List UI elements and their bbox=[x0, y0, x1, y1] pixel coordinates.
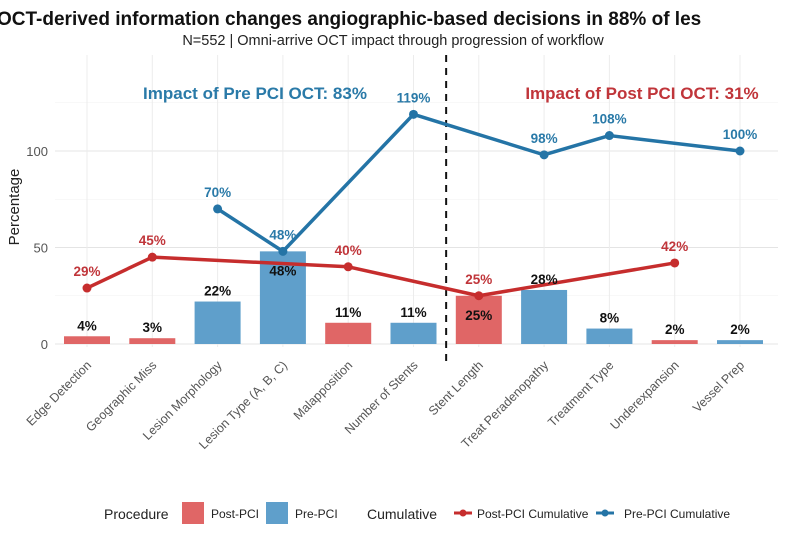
bar-value-label: 25% bbox=[465, 308, 492, 323]
annotation-pre: Impact of Pre PCI OCT: 83% bbox=[143, 84, 367, 103]
cumulative-value-label: 29% bbox=[73, 264, 100, 279]
legend-label-post-cumulative: Post-PCI Cumulative bbox=[477, 507, 589, 521]
x-tick-label: Underexpansion bbox=[608, 358, 682, 432]
legend-point-pre-cumulative bbox=[601, 509, 609, 517]
x-tick-label: Treatment Type bbox=[545, 358, 616, 429]
series-line-pre-cumulative bbox=[216, 112, 741, 254]
bar-pre-pci bbox=[259, 251, 306, 344]
legend-label-pre-pci: Pre-PCI bbox=[295, 507, 338, 521]
cumulative-value-label: 119% bbox=[397, 90, 431, 105]
bar-value-label: 11% bbox=[335, 305, 361, 320]
bar-value-label: 8% bbox=[600, 311, 620, 326]
chart-title: OCT-derived information changes angiogra… bbox=[0, 9, 701, 30]
chart-subtitle: N=552 | Omni-arrive OCT impact through p… bbox=[182, 33, 604, 49]
bar-value-label: 2% bbox=[730, 322, 750, 337]
bar-pre-pci bbox=[586, 328, 633, 344]
bar-pre-pci bbox=[521, 289, 568, 344]
lines bbox=[82, 55, 745, 362]
series-point bbox=[82, 283, 92, 293]
legend-point-post-cumulative bbox=[459, 509, 467, 517]
series-point bbox=[539, 150, 549, 160]
legend-swatch-post-pci bbox=[182, 502, 204, 524]
bar-value-label: 2% bbox=[665, 322, 685, 337]
bar-value-label: 22% bbox=[204, 284, 231, 299]
legend-procedure-title: Procedure bbox=[104, 506, 169, 522]
legend-label-post-pci: Post-PCI bbox=[211, 507, 259, 521]
bar-post-pci bbox=[325, 322, 372, 344]
labels: 4% 3% 22% 48% 11% 11% 25% 28% 8% 2% 2% 29% 45% 40% 25%… bbox=[73, 90, 757, 337]
x-tick-label: Vessel Prep bbox=[690, 358, 747, 415]
cumulative-value-label: 25% bbox=[465, 272, 492, 287]
legend-swatch-pre-pci bbox=[266, 502, 288, 524]
cumulative-value-label: 40% bbox=[335, 243, 362, 258]
y-tick-label: 100 bbox=[26, 144, 48, 159]
cumulative-value-label: 98% bbox=[531, 131, 558, 146]
bars bbox=[64, 251, 763, 344]
cumulative-value-label: 42% bbox=[661, 239, 688, 254]
series-point bbox=[474, 291, 484, 301]
cumulative-value-label: 108% bbox=[592, 112, 627, 127]
annotation-post: Impact of Post PCI OCT: 31% bbox=[525, 84, 758, 103]
cumulative-value-label: 70% bbox=[204, 185, 231, 200]
series-point bbox=[735, 146, 745, 156]
legend-cumulative-title: Cumulative bbox=[367, 506, 437, 522]
cumulative-value-label: 100% bbox=[723, 127, 758, 142]
y-tick-label: 0 bbox=[41, 337, 48, 352]
series-point bbox=[213, 204, 223, 214]
series-point bbox=[147, 252, 157, 262]
x-tick-label: Edge Detection bbox=[24, 358, 94, 428]
bar-value-label: 48% bbox=[269, 263, 296, 278]
bar-post-pci bbox=[455, 295, 502, 344]
series-point bbox=[409, 109, 418, 119]
series-point bbox=[343, 262, 353, 272]
bar-value-label: 11% bbox=[400, 305, 426, 320]
bar-post-pci bbox=[651, 340, 698, 344]
cumulative-value-label: 45% bbox=[139, 233, 166, 248]
x-tick-label: Malapposition bbox=[291, 358, 355, 422]
legend: Procedure Post-PCI Pre-PCI Cumulative Po… bbox=[104, 502, 730, 524]
legend-label-pre-cumulative: Pre-PCI Cumulative bbox=[624, 507, 730, 521]
x-tick-label: Stent Length bbox=[426, 358, 486, 418]
bar-pre-pci bbox=[717, 340, 763, 344]
bar-value-label: 3% bbox=[143, 320, 163, 335]
y-tick-label: 50 bbox=[34, 241, 48, 256]
bar-post-pci bbox=[129, 338, 176, 344]
bar-value-label: 4% bbox=[77, 318, 97, 333]
series-point bbox=[670, 258, 680, 268]
y-axis-label: Percentage bbox=[6, 169, 23, 246]
bar-value-label: 28% bbox=[531, 272, 558, 287]
bar-pre-pci bbox=[390, 322, 437, 344]
x-tick-label: Geographic Miss bbox=[83, 358, 159, 434]
bar-post-pci bbox=[64, 336, 110, 344]
series-point bbox=[604, 131, 614, 141]
series-point bbox=[278, 246, 288, 256]
x-tick-label: Number of Stents bbox=[342, 358, 421, 437]
cumulative-value-label: 48% bbox=[269, 227, 296, 242]
bar-pre-pci bbox=[194, 301, 241, 344]
series-line-post-cumulative bbox=[86, 255, 675, 298]
